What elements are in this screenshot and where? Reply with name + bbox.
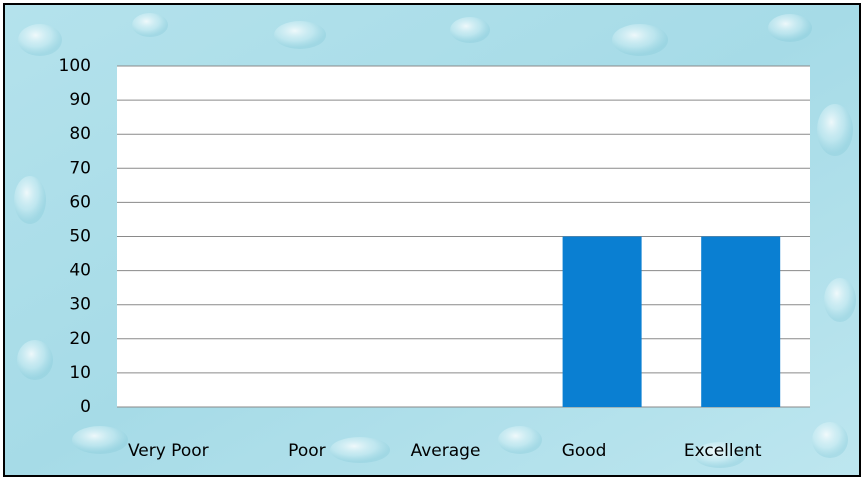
- y-tick-label: 50: [69, 227, 91, 247]
- y-tick-label: 70: [69, 158, 91, 178]
- x-tick-label: Average: [411, 441, 481, 461]
- x-tick-label: Excellent: [684, 441, 762, 461]
- y-tick-label: 0: [80, 397, 91, 417]
- y-tick-label: 30: [69, 295, 91, 315]
- bar: [562, 236, 642, 407]
- x-tick-label: Good: [562, 441, 607, 461]
- y-tick-label: 100: [59, 56, 91, 76]
- x-tick-label: Poor: [288, 441, 325, 461]
- y-tick-label: 60: [69, 192, 91, 212]
- y-tick-label: 90: [69, 90, 91, 110]
- y-tick-label: 10: [69, 363, 91, 383]
- y-tick-label: 40: [69, 261, 91, 281]
- y-tick-label: 80: [69, 124, 91, 144]
- droplets: [14, 13, 856, 468]
- y-tick-label: 20: [69, 329, 91, 349]
- bar: [701, 236, 781, 407]
- x-tick-label: Very Poor: [128, 441, 209, 461]
